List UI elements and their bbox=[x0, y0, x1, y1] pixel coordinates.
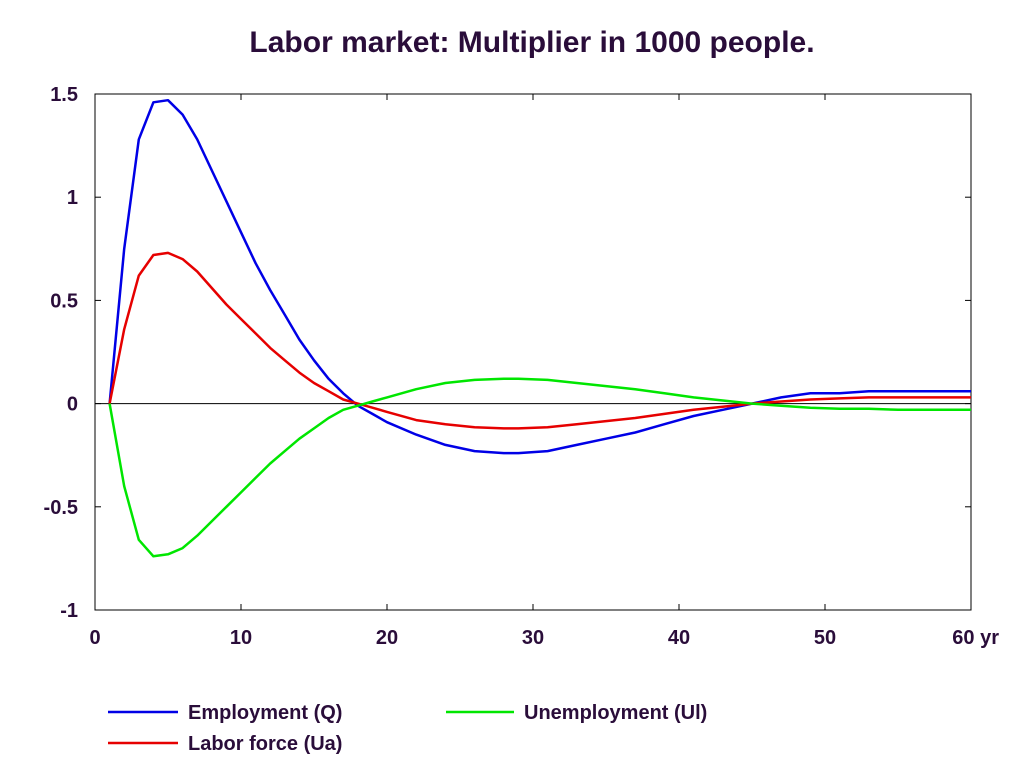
y-tick-label: 1 bbox=[67, 187, 78, 209]
x-tick-label: 10 bbox=[230, 627, 252, 649]
legend-label: Labor force (Ua) bbox=[188, 733, 342, 755]
x-tick-label: 20 bbox=[376, 627, 398, 649]
y-tick-label: -0.5 bbox=[44, 497, 78, 519]
y-tick-label: 0 bbox=[67, 394, 78, 416]
y-tick-label: 1.5 bbox=[50, 84, 78, 106]
series-group bbox=[108, 98, 971, 558]
y-tick-label: -1 bbox=[60, 600, 78, 622]
y-tick-label: 0.5 bbox=[50, 290, 78, 312]
series-line-labor-force-ua bbox=[108, 251, 971, 430]
series-line-unemployment-ul bbox=[108, 377, 971, 558]
x-tick-label: 0 bbox=[89, 627, 100, 649]
x-tick-label: 30 bbox=[522, 627, 544, 649]
plot-frame bbox=[94, 93, 972, 611]
legend: Employment (Q) Labor force (Ua) Unemployme… bbox=[108, 702, 707, 755]
y-axis: -1 -0.5 0 0.5 1 1.5 bbox=[44, 84, 971, 622]
legend-label: Employment (Q) bbox=[188, 702, 342, 724]
x-tick-label: 40 bbox=[668, 627, 690, 649]
x-axis: 0 10 20 30 40 50 60 yr bbox=[89, 94, 999, 649]
legend-label: Unemployment (Ul) bbox=[524, 702, 707, 724]
chart-title: Labor market: Multiplier in 1000 people. bbox=[249, 26, 814, 59]
series-line-employment-q bbox=[108, 98, 971, 455]
plot-border bbox=[94, 93, 972, 611]
x-tick-label: 50 bbox=[814, 627, 836, 649]
x-tick-label: 60 yr bbox=[952, 627, 999, 649]
